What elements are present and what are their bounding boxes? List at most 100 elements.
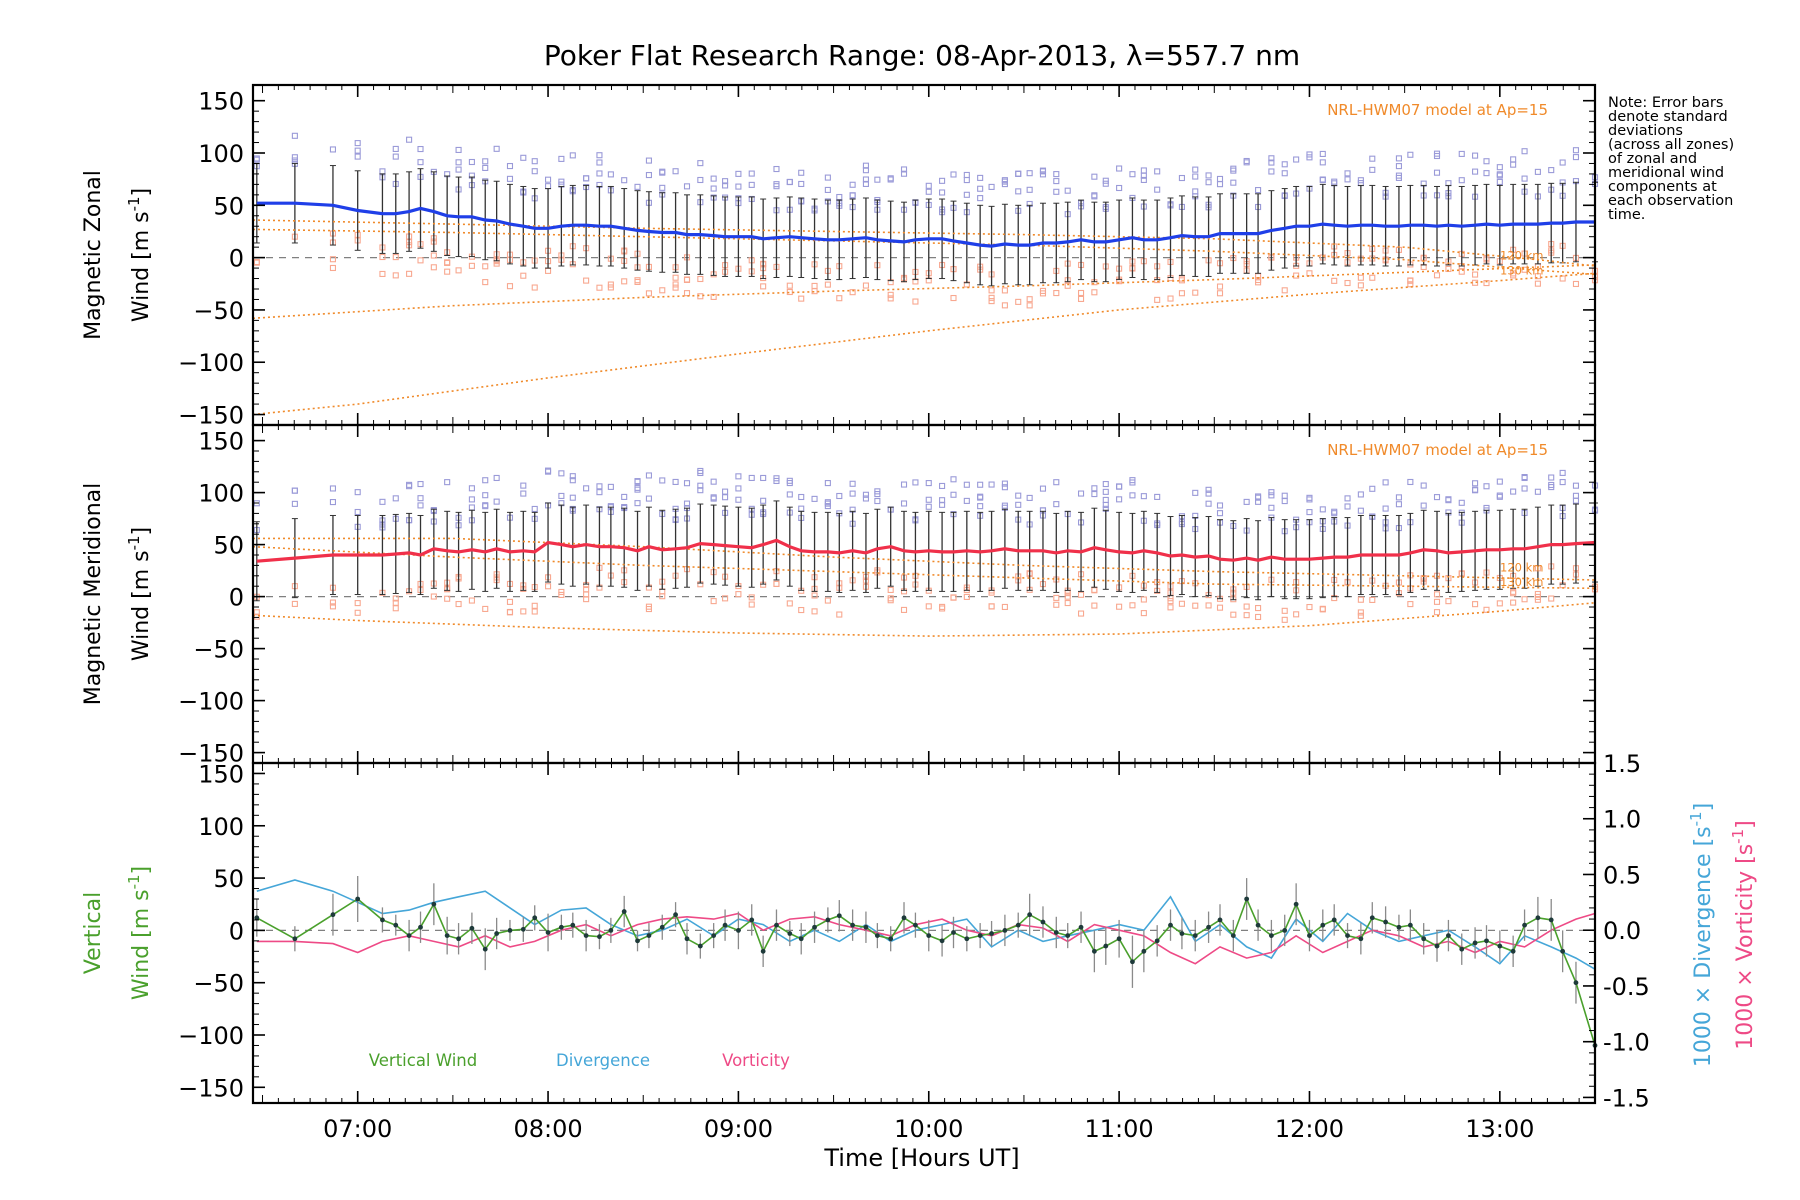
vertical-wind-line <box>256 896 1596 1046</box>
zone-sample <box>1483 280 1490 287</box>
zone-sample <box>531 158 538 165</box>
right-tick-label: -1.5 <box>1603 1084 1650 1112</box>
zone-sample <box>329 256 336 263</box>
vertical-wind-point <box>1383 919 1389 925</box>
panel-frame <box>251 761 1597 1105</box>
y-tick-label: −100 <box>178 349 244 377</box>
zone-sample <box>1483 170 1490 177</box>
zone-sample <box>1344 279 1351 287</box>
zone-sample <box>544 183 552 190</box>
zone-sample <box>1216 181 1224 188</box>
zone-sample <box>824 281 831 288</box>
zone-sample <box>482 492 489 499</box>
zone-sample <box>950 594 957 601</box>
zone-sample <box>354 147 361 154</box>
zone-sample <box>1319 159 1326 166</box>
vertical-wind-point <box>1535 915 1541 921</box>
vertical-wind-point <box>673 912 678 918</box>
vorticity-line <box>256 912 1596 965</box>
zone-sample <box>1496 164 1503 171</box>
zone-sample <box>862 282 869 289</box>
zone-sample <box>1420 502 1427 509</box>
zone-sample <box>735 473 742 480</box>
zone-sample <box>862 176 869 183</box>
note-line: deviations <box>1608 123 1683 139</box>
zone-sample <box>925 503 932 510</box>
zone-sample <box>1433 591 1441 598</box>
zone-sample <box>798 505 805 512</box>
error-bar-note: Note: Error bars denote standard deviati… <box>1608 96 1798 223</box>
zone-sample <box>1548 595 1555 602</box>
zone-sample <box>824 499 831 506</box>
zone-sample <box>468 597 475 604</box>
vertical-wind-point <box>1217 917 1223 923</box>
vertical-wind-point <box>1446 933 1451 939</box>
zone-sample <box>583 596 590 603</box>
zone-sample <box>1548 474 1555 481</box>
zone-sample <box>1039 287 1047 294</box>
zone-sample <box>1433 609 1441 616</box>
vertical-wind-point <box>1293 901 1299 907</box>
zone-sample <box>406 483 413 490</box>
zone-sample <box>596 170 603 177</box>
vertical-wind-point <box>1027 912 1033 918</box>
zone-sample <box>939 177 946 184</box>
zone-sample <box>710 494 717 501</box>
zone-sample <box>544 176 552 183</box>
divergence-axis-label: 1000 × Divergence [s-1] <box>1687 803 1716 1067</box>
zone-sample <box>887 175 894 182</box>
zone-sample <box>1395 501 1402 508</box>
zone-sample <box>1192 173 1199 180</box>
vertical-wind-point <box>621 909 627 914</box>
zone-sample <box>748 594 755 601</box>
zone-sample <box>773 181 780 188</box>
zone-sample <box>1559 479 1566 486</box>
zone-sample <box>1015 501 1022 508</box>
zone-sample <box>558 588 565 595</box>
zone-sample <box>1407 277 1414 284</box>
zone-sample <box>1255 187 1262 194</box>
zone-sample <box>607 483 614 490</box>
zone-sample <box>697 482 704 489</box>
zone-sample <box>1205 602 1212 609</box>
model-alt-label: 130 km <box>1500 263 1543 277</box>
x-tick-label: 12:00 <box>1275 1115 1344 1143</box>
vertical-wind-point <box>1141 948 1147 954</box>
zone-sample <box>1102 496 1109 503</box>
zone-sample <box>925 496 932 503</box>
zone-sample <box>1306 494 1313 501</box>
zone-sample <box>291 132 298 139</box>
zone-sample <box>1369 274 1376 281</box>
zone-sample <box>1116 165 1123 172</box>
zone-sample <box>1154 186 1161 193</box>
zone-sample <box>900 606 908 613</box>
vertical-wind-point <box>1255 922 1261 928</box>
zone-sample <box>887 586 894 594</box>
zone-sample <box>722 488 729 495</box>
zone-sample <box>1243 159 1250 166</box>
vertical-wind-point <box>812 924 817 930</box>
model-120km-curve <box>252 219 1596 267</box>
zone-sample <box>417 145 424 153</box>
zone-sample <box>1230 611 1237 618</box>
zone-sample <box>950 171 957 178</box>
zone-sample <box>583 175 590 182</box>
zone-sample <box>950 294 957 302</box>
zone-sample <box>1472 152 1479 159</box>
zone-sample <box>1521 266 1528 273</box>
zone-sample <box>1344 495 1351 502</box>
zone-sample <box>1230 179 1237 186</box>
zone-sample <box>722 178 729 185</box>
model-alt-label: 130 km <box>1500 575 1543 589</box>
figure-title: Poker Flat Research Range: 08-Apr-2013, … <box>544 39 1300 72</box>
vertical-wind-point <box>418 924 423 930</box>
zone-sample <box>634 278 641 285</box>
vertical-wind-point <box>444 933 450 939</box>
zone-sample <box>1053 479 1060 486</box>
zone-sample <box>291 487 298 494</box>
zone-sample <box>583 277 590 284</box>
zone-sample <box>583 586 590 593</box>
zone-sample <box>482 158 489 165</box>
zone-sample <box>683 183 691 190</box>
zone-sample <box>849 490 856 497</box>
